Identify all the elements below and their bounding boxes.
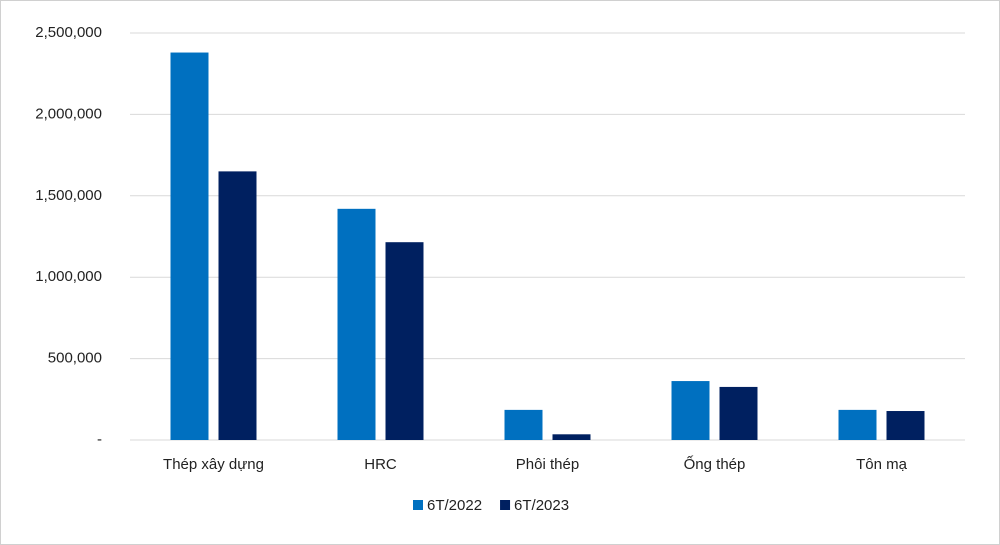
bar bbox=[886, 411, 925, 440]
y-tick-label: - bbox=[97, 431, 102, 448]
x-tick-label: Tôn mạ bbox=[856, 456, 908, 473]
bar bbox=[719, 386, 758, 440]
x-tick-label: Ống thép bbox=[684, 455, 746, 473]
legend-swatch bbox=[500, 500, 511, 510]
bar bbox=[671, 381, 710, 440]
x-tick-label: Phôi thép bbox=[516, 456, 579, 473]
bar bbox=[337, 208, 376, 440]
legend-label: 6T/2023 bbox=[514, 497, 569, 514]
legend-swatch bbox=[413, 500, 423, 510]
bar bbox=[552, 434, 591, 440]
y-tick-label: 2,500,000 bbox=[35, 24, 102, 41]
bar bbox=[385, 242, 424, 440]
legend-label: 6T/2022 bbox=[427, 497, 482, 514]
y-tick-label: 2,000,000 bbox=[35, 105, 102, 122]
bar bbox=[838, 409, 877, 440]
y-tick-label: 500,000 bbox=[48, 350, 102, 367]
y-tick-label: 1,000,000 bbox=[35, 268, 102, 285]
x-tick-label: HRC bbox=[364, 456, 397, 473]
bar bbox=[504, 409, 543, 440]
y-tick-label: 1,500,000 bbox=[35, 187, 102, 204]
bar bbox=[170, 52, 209, 440]
bar bbox=[218, 171, 257, 440]
x-tick-label: Thép xây dựng bbox=[163, 456, 264, 473]
